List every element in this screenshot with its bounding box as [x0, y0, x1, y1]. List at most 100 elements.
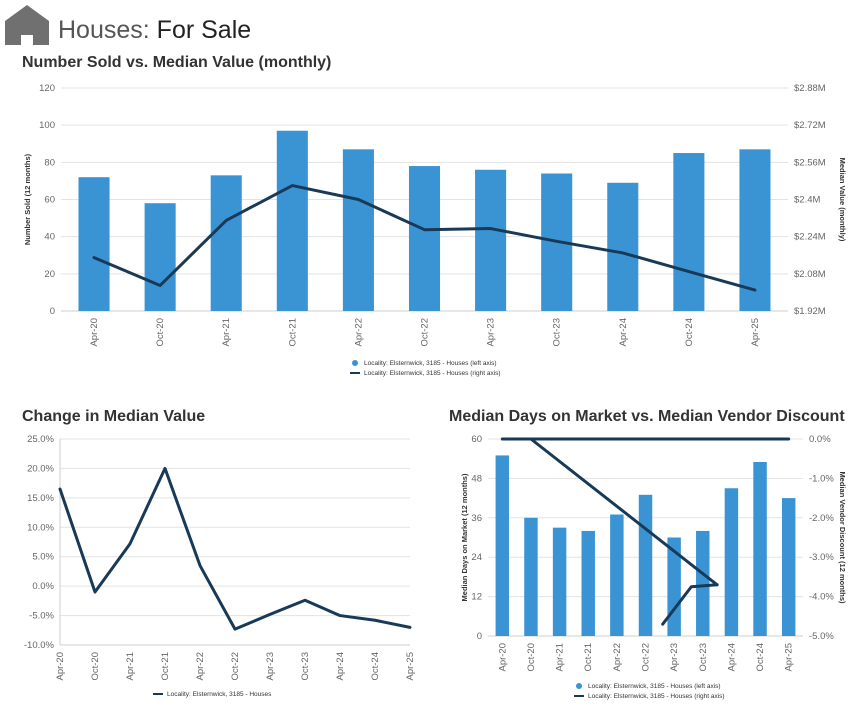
bar [581, 530, 595, 636]
x-tick-label: Oct-22 [230, 652, 241, 681]
x-tick-label: Apr-22 [353, 318, 364, 347]
y2-axis-title: Median Vendor Discount (12 months) [838, 471, 847, 604]
x-tick-label: Oct-23 [300, 652, 311, 681]
y-tick-label: 80 [44, 157, 55, 168]
chart-change-median: -10.0% -5.0% 0.0% 5.0% 10.0% 15.0% 20.0% 25.0% A… [24, 434, 416, 698]
x-tick-label: Oct-20 [526, 643, 537, 672]
x-tick-label: Oct-21 [583, 643, 594, 672]
chart-title-change-median: Change in Median Value [22, 408, 206, 425]
bar [210, 175, 242, 311]
x-tick-label: Apr-22 [612, 643, 623, 672]
x-tick-label: Oct-24 [684, 318, 695, 347]
y2-tick-label: $2.88M [794, 83, 826, 94]
bar [673, 153, 705, 311]
x-tick-label: Apr-23 [669, 643, 680, 672]
series-line [529, 437, 719, 587]
x-tick-label: Oct-23 [552, 318, 563, 347]
chart-title-sold-vs-value: Number Sold vs. Median Value (monthly) [22, 54, 332, 71]
x-tick-label: Apr-22 [195, 652, 206, 681]
y-tick-label: -10.0% [24, 640, 55, 651]
page-title: Houses: For Sale [58, 16, 251, 45]
bar [696, 530, 710, 636]
y2-tick-label: $2.56M [794, 157, 826, 168]
y-tick-label: 120 [39, 83, 55, 94]
y2-tick-label: -1.0% [809, 473, 834, 484]
bar [475, 169, 507, 311]
y-tick-label: 0 [477, 631, 482, 642]
bar [638, 494, 653, 636]
x-tick-label: Apr-25 [750, 318, 761, 347]
y-tick-label: -5.0% [29, 611, 54, 622]
x-tick-label: Apr-23 [486, 318, 497, 347]
x-tick-label: Oct-22 [641, 643, 652, 672]
y-tick-label: 20.0% [27, 463, 54, 474]
x-tick-label: Apr-20 [55, 652, 66, 681]
x-tick-label: Oct-24 [755, 643, 766, 672]
legend-entry: Locality: Elsternwick, 3185 - Houses (ri… [364, 370, 501, 377]
x-tick-label: Apr-24 [618, 318, 629, 347]
x-tick-label: Apr-20 [497, 643, 508, 672]
series-line [92, 184, 757, 292]
bar [342, 149, 374, 311]
page-title-strong: For Sale [156, 16, 252, 44]
page-title-light: Houses: [58, 16, 150, 44]
y2-tick-label: $2.24M [794, 232, 826, 243]
legend-entry: Locality: Elsternwick, 3185 - Houses (le… [588, 683, 721, 690]
chart-sold-vs-value: 0 20 40 60 80 100 120 $1.92M $2.08M $2.24M $2.4M $2… [23, 83, 847, 377]
y2-tick-label: 0.0% [809, 434, 831, 445]
x-tick-label: Apr-21 [221, 318, 232, 347]
x-tick-label: Apr-24 [726, 643, 737, 672]
x-tick-label: Oct-23 [698, 643, 709, 672]
y2-tick-label: -3.0% [809, 552, 834, 563]
bar [753, 461, 767, 636]
bar [144, 203, 176, 311]
x-tick-label: Apr-20 [89, 318, 100, 347]
y-tick-label: 25.0% [27, 434, 54, 445]
y-tick-label: 40 [44, 232, 55, 243]
legend-entry: Locality: Elsternwick, 3185 - Houses (le… [364, 360, 497, 367]
y2-tick-label: $1.92M [794, 306, 826, 317]
x-tick-label: Apr-25 [784, 643, 795, 672]
chart-title-days-vs-discount: Median Days on Market vs. Median Vendor … [449, 408, 845, 425]
legend-bar-marker [576, 683, 582, 689]
bar [408, 166, 441, 311]
bar [524, 517, 538, 636]
page-header: Houses: For Sale [0, 0, 851, 50]
x-tick-label: Apr-25 [405, 652, 416, 681]
bar [739, 149, 771, 311]
y-tick-label: 60 [44, 195, 55, 206]
y-tick-label: 15.0% [27, 493, 54, 504]
x-tick-label: Apr-21 [555, 643, 566, 672]
x-tick-label: Oct-21 [287, 318, 298, 347]
y-tick-label: 0.0% [32, 581, 54, 592]
y2-tick-label: -5.0% [809, 631, 834, 642]
bar [724, 488, 739, 636]
x-tick-label: Oct-20 [90, 652, 101, 681]
x-tick-label: Apr-23 [265, 652, 276, 681]
y2-tick-label: -4.0% [809, 592, 834, 603]
legend-bar-marker [352, 360, 358, 366]
y-tick-label: 24 [471, 552, 482, 563]
bar [78, 177, 110, 311]
bar [276, 130, 308, 311]
y-tick-label: 12 [471, 592, 482, 603]
y-tick-label: 5.0% [32, 552, 54, 563]
y-tick-label: 10.0% [27, 522, 54, 533]
y2-axis-title: Median Value (monthly) [838, 158, 847, 242]
x-tick-label: Apr-24 [335, 652, 346, 681]
y2-tick-label: $2.08M [794, 269, 826, 280]
y2-tick-label: $2.4M [794, 195, 820, 206]
y-tick-label: 36 [471, 513, 482, 524]
series-line [661, 583, 719, 626]
x-tick-label: Oct-24 [370, 652, 381, 681]
x-tick-label: Oct-22 [420, 318, 431, 347]
y-tick-label: 48 [471, 473, 482, 484]
bar [552, 527, 567, 636]
y-tick-label: 60 [471, 434, 482, 445]
bar [610, 514, 624, 636]
y-axis-title: Median Days on Market (12 months) [460, 473, 469, 601]
legend-entry: Locality: Elsternwick, 3185 - Houses [167, 691, 272, 698]
bar [607, 182, 639, 311]
chart-days-vs-discount: 0 12 24 36 48 60 -5.0% -4.0% -3.0% -2.0% -1.0% 0.0%… [460, 434, 847, 700]
y2-tick-label: -2.0% [809, 513, 834, 524]
